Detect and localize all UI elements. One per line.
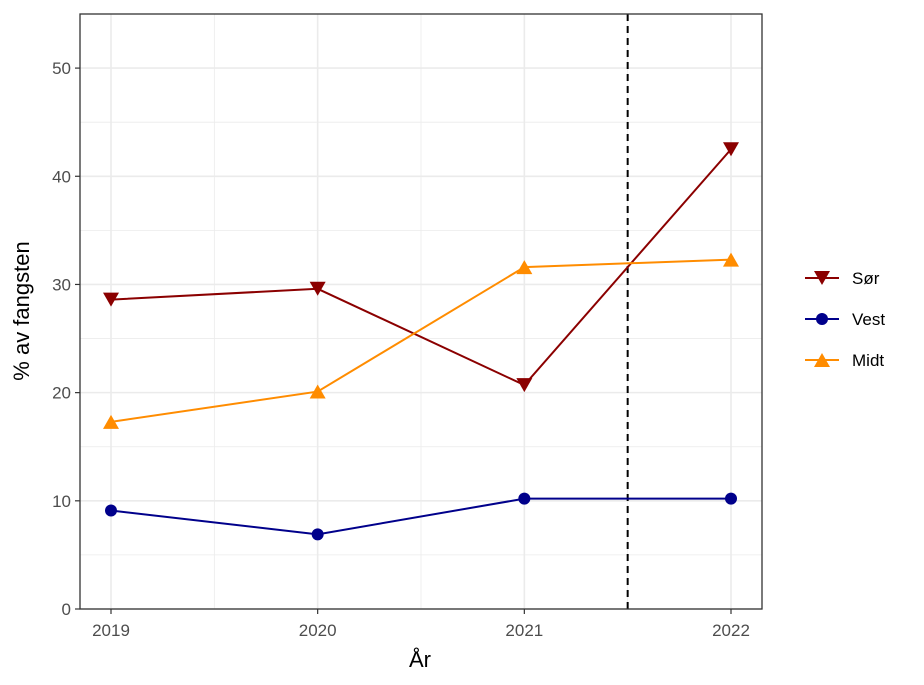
data-point-series-0 [723,142,739,157]
x-tick-label: 2020 [299,621,337,640]
panel-border [79,13,763,610]
data-point-series-2 [516,260,533,275]
x-tick-label: 2021 [505,621,543,640]
legend-key-marker [814,353,830,367]
legend-key-marker [814,271,830,285]
legend-label: Vest [852,310,885,329]
x-axis-title: År [409,647,431,672]
legend: Sør Vest Midt [805,269,885,370]
legend-key-marker [816,313,828,325]
data-point-series-2 [309,384,326,399]
data-point-series-2 [723,252,739,267]
y-tick-label: 30 [52,275,71,294]
series-line-2 [110,258,732,423]
y-tick-label: 0 [62,600,71,619]
y-tick-label: 10 [52,492,71,511]
plot-area: 0 10 20 30 40 50 2019 2020 2021 2022 [52,13,763,640]
data-point-series-1 [105,504,117,517]
data-point-series-1 [518,492,531,505]
y-tick-label: 50 [52,59,71,78]
x-tick-label: 2022 [712,621,750,640]
series-line-1 [110,497,731,536]
y-axis-title: % av fangsten [9,241,34,380]
data-point-series-1 [725,492,737,505]
legend-label: Sør [852,269,880,288]
data-point-series-0 [103,292,119,307]
data-point-series-0 [309,281,326,296]
data-point-series-0 [516,378,533,393]
legend-label: Midt [852,351,884,370]
y-tick-label: 20 [52,384,71,403]
series-line-0 [110,148,732,387]
data-point-series-2 [103,414,119,429]
data-point-series-1 [311,528,324,541]
x-tick-label: 2019 [92,621,130,640]
y-tick-label: 40 [52,167,71,186]
